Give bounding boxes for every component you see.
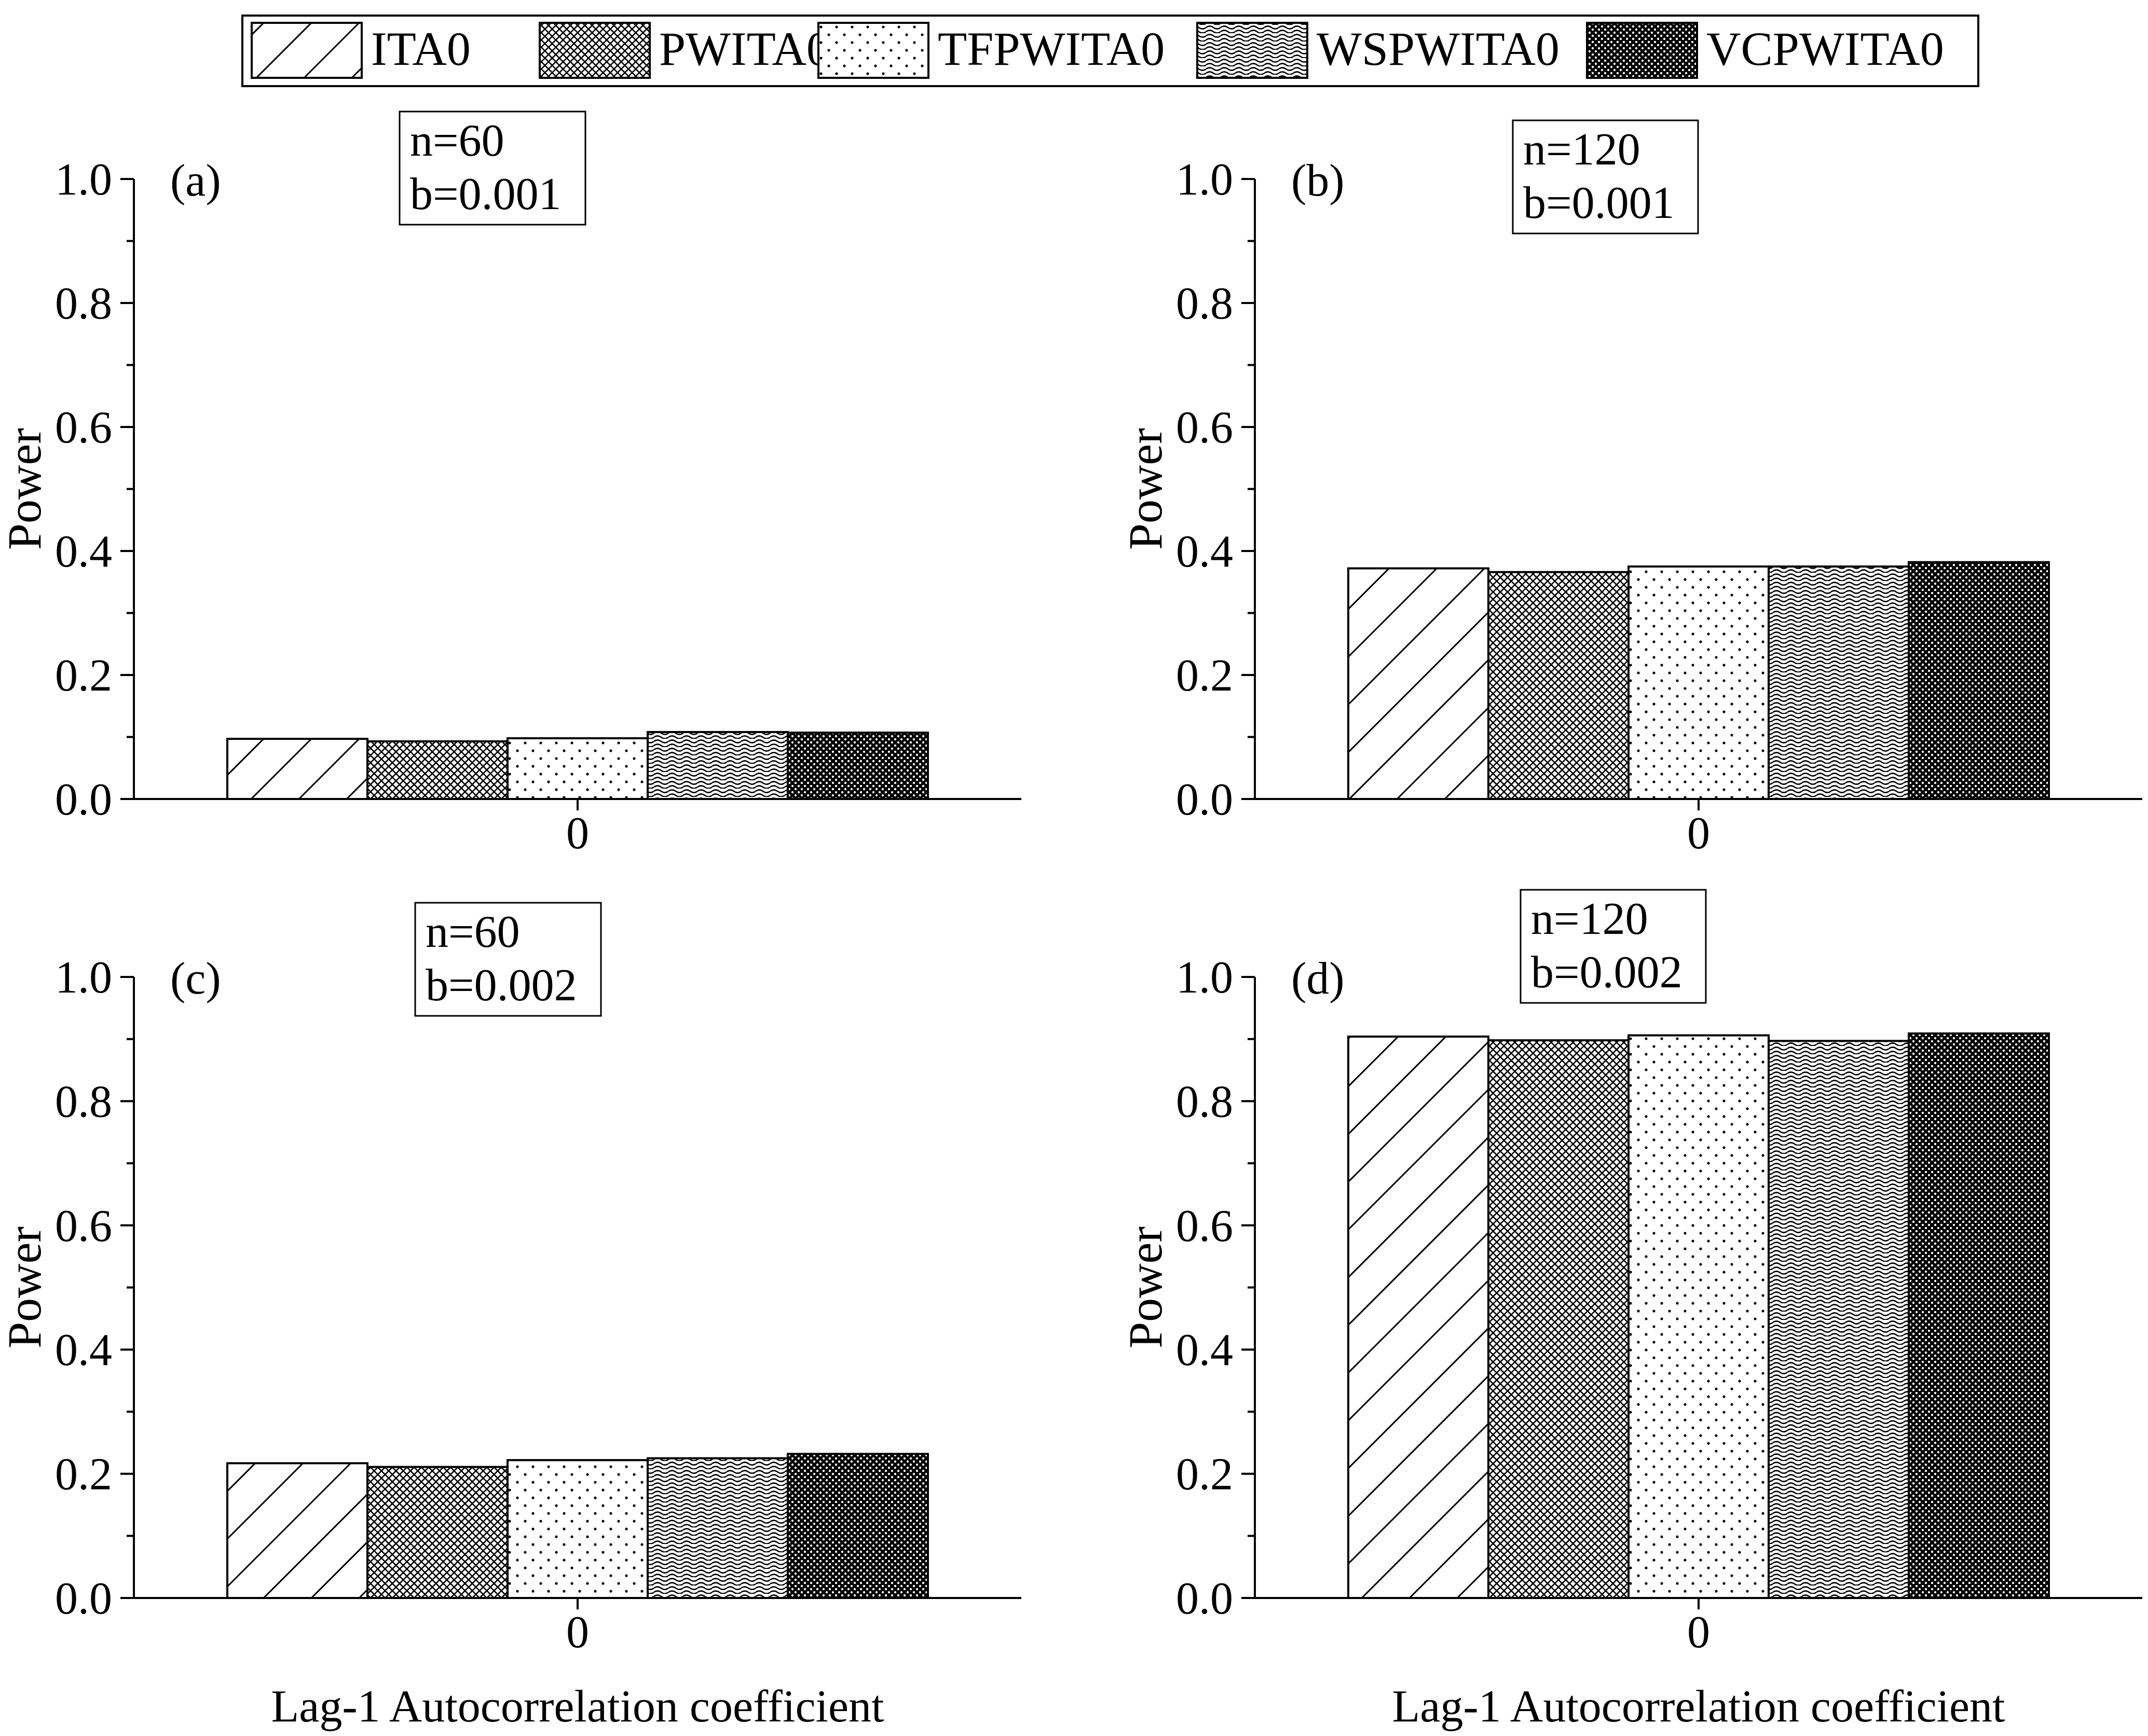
bar-ita0: [1347, 1035, 1489, 1599]
y-tick-label: 0.0: [1176, 1574, 1233, 1624]
bar-wspwita0: [647, 731, 789, 800]
annotation-line: n=120: [1523, 125, 1640, 175]
annotation-frame: [1520, 889, 1707, 1004]
annotation-line: n=120: [1531, 894, 1648, 944]
legend-item-ita0: ITA0: [251, 22, 471, 79]
y-tick-label: 0.6: [1176, 1201, 1233, 1251]
y-tick-label: 0.6: [55, 403, 112, 453]
annotation-frame: [414, 902, 602, 1017]
panel-label: (a): [170, 156, 221, 206]
y-axis-label: Power: [0, 428, 51, 550]
y-tick-label: 0.4: [1176, 527, 1233, 577]
annotation-box: n=60b=0.001: [399, 111, 586, 226]
y-tick-label: 0.0: [55, 775, 112, 825]
bar-wspwita0: [647, 1457, 789, 1600]
bar-tfpwita0: [507, 1459, 649, 1600]
x-axis-label: Lag-1 Autocorrelation coefficient: [1392, 1682, 2005, 1732]
y-tick-label: 0.6: [55, 1201, 112, 1251]
y-tick-label: 1.0: [1176, 155, 1233, 205]
bar-wspwita0: [1768, 1040, 1910, 1599]
x-tick-label: 0: [1687, 808, 1710, 859]
legend-item-tfpwita0: TFPWITA0: [817, 22, 1165, 79]
bar-vcpwita0: [1908, 1032, 2050, 1599]
y-tick-label: 1.0: [55, 155, 112, 205]
y-tick-label: 0.4: [1176, 1325, 1233, 1375]
y-tick-label: 0.2: [55, 1450, 112, 1500]
legend-item-pwita0: PWITA0: [539, 22, 830, 79]
annotation-frame: [1512, 119, 1699, 235]
annotation-frame: [399, 111, 586, 226]
legend-swatch-hatch: [251, 22, 363, 79]
annotation-line: b=0.002: [1531, 947, 1682, 998]
y-tick-label: 0.8: [1176, 1077, 1233, 1127]
annotation-line: n=60: [410, 116, 504, 166]
y-tick-label: 0.8: [55, 1077, 112, 1127]
y-axis-label: Power: [0, 1227, 51, 1348]
legend-swatch-dense-dots: [1586, 22, 1698, 79]
legend-label: ITA0: [371, 22, 471, 75]
legend-item-vcpwita0: VCPWITA0: [1586, 22, 1944, 79]
bar-tfpwita0: [1627, 565, 1770, 800]
legend-swatch-sparse-dots: [817, 22, 929, 79]
legend-swatch-crosshatch: [539, 22, 651, 79]
y-tick-label: 0.2: [1176, 1450, 1233, 1500]
x-axis-label: Lag-1 Autocorrelation coefficient: [271, 1682, 884, 1732]
legend-label: PWITA0: [659, 22, 830, 75]
legend-label: TFPWITA0: [938, 22, 1165, 75]
y-axis-label: Power: [1119, 1227, 1172, 1348]
panel-label: (b): [1291, 156, 1345, 206]
y-tick-label: 0.2: [55, 651, 112, 701]
annotation-box: n=60b=0.002: [414, 902, 602, 1017]
bar-ita0: [1347, 567, 1489, 800]
legend-swatch-waves: [1196, 22, 1308, 79]
annotation-line: b=0.002: [426, 960, 577, 1011]
panel-c: 0.0 0.2 0.4 0.6 0.8 1.0 0 Power (c) n=60b=0.002 La…: [0, 902, 1021, 1732]
x-tick-label: 0: [566, 808, 589, 859]
y-tick-label: 0.0: [55, 1574, 112, 1624]
y-tick-label: 1.0: [55, 953, 112, 1003]
panels: 0.00.20.40.60.81.00Power(a)n=60b=0.0010.…: [0, 111, 2142, 1732]
y-tick-label: 1.0: [1176, 953, 1233, 1003]
y-tick-label: 0.8: [1176, 279, 1233, 329]
legend-label: VCPWITA0: [1706, 22, 1944, 75]
annotation-line: n=60: [426, 907, 520, 957]
bar-vcpwita0: [787, 732, 929, 801]
bar-wspwita0: [1768, 565, 1910, 800]
bar-pwita0: [366, 1466, 509, 1600]
bar-pwita0: [1487, 1039, 1630, 1599]
annotation-line: b=0.001: [410, 169, 562, 219]
y-tick-label: 0.2: [1176, 651, 1233, 701]
panel-label: (d): [1291, 954, 1345, 1004]
y-tick-label: 0.8: [55, 279, 112, 329]
bar-tfpwita0: [1627, 1034, 1770, 1599]
panel-a: 0.0 0.2 0.4 0.6 0.8 1.0 0 Power (a) n=60b=0.001: [0, 111, 1021, 859]
legend-label: WSPWITA0: [1317, 22, 1559, 75]
bar-ita0: [226, 738, 368, 800]
legend: ITA0 PWITA0 TFPWITA0 WSPWITA0 VCPWITA0: [241, 15, 1979, 87]
bar-ita0: [226, 1462, 368, 1599]
y-tick-label: 0.6: [1176, 403, 1233, 453]
legend-item-wspwita0: WSPWITA0: [1196, 22, 1559, 79]
y-tick-label: 0.4: [55, 527, 112, 577]
x-tick-label: 0: [1687, 1607, 1710, 1658]
bar-tfpwita0: [507, 737, 649, 801]
panel-label: (c): [170, 954, 221, 1004]
bar-pwita0: [366, 740, 509, 800]
bar-vcpwita0: [787, 1453, 929, 1599]
bar-vcpwita0: [1908, 561, 2050, 800]
y-tick-label: 0.4: [55, 1325, 112, 1375]
y-axis-label: Power: [1119, 428, 1172, 550]
bar-pwita0: [1487, 571, 1630, 800]
annotation-line: b=0.001: [1523, 178, 1675, 228]
y-tick-label: 0.0: [1176, 775, 1233, 825]
x-tick-label: 0: [566, 1607, 589, 1658]
